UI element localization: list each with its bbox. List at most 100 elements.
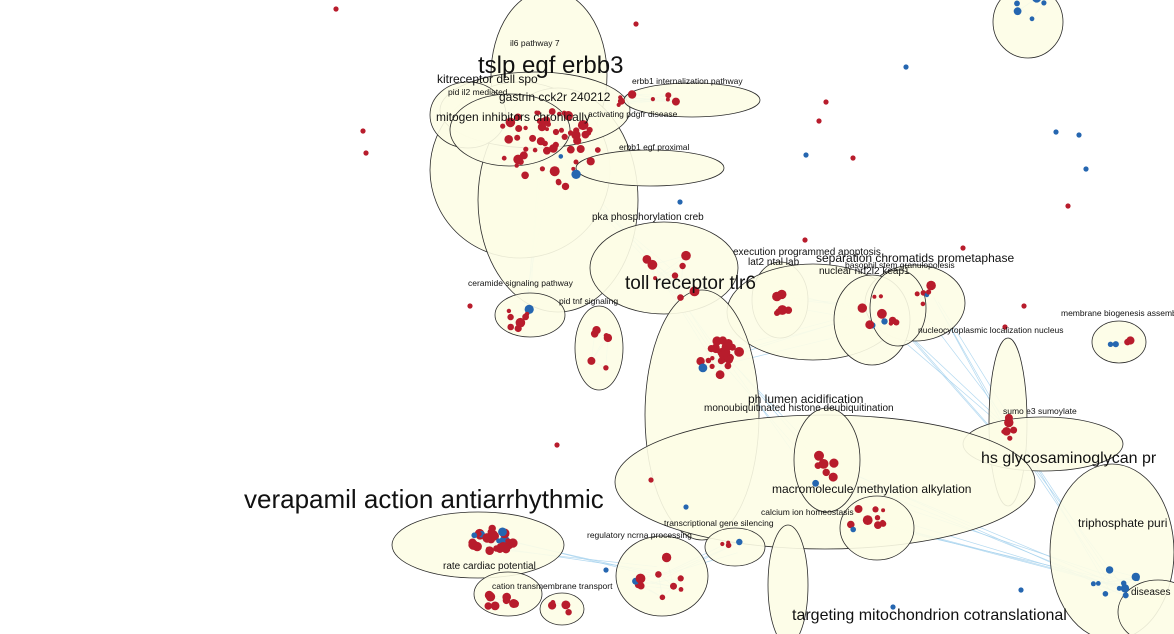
network-node[interactable] [1032,0,1041,3]
network-node[interactable] [506,308,512,314]
network-node[interactable] [850,526,856,533]
network-node[interactable] [857,303,867,313]
network-node[interactable] [659,594,666,601]
network-node[interactable] [1126,336,1135,345]
network-node[interactable] [1134,576,1140,582]
network-node[interactable] [1121,580,1127,586]
network-node[interactable] [514,113,522,121]
network-node[interactable] [648,477,654,483]
network-node[interactable] [689,286,700,297]
network-node[interactable] [1090,581,1096,587]
network-node[interactable] [502,596,511,605]
network-node[interactable] [1007,435,1013,441]
network-node[interactable] [822,468,830,477]
network-node[interactable] [711,344,720,354]
network-node[interactable] [802,237,808,243]
network-node[interactable] [1002,324,1008,330]
network-node[interactable] [534,110,539,115]
network-node[interactable] [1107,341,1114,347]
network-node[interactable] [498,527,507,537]
network-node[interactable] [333,6,339,12]
network-node[interactable] [561,133,568,140]
network-node[interactable] [532,147,538,153]
network-node[interactable] [671,272,679,279]
network-node[interactable] [573,159,579,165]
network-node[interactable] [881,508,886,513]
network-node[interactable] [960,245,966,251]
network-node[interactable] [360,128,366,134]
network-node[interactable] [549,166,560,177]
network-node[interactable] [671,97,680,106]
cluster-cation-small[interactable] [539,592,585,626]
network-node[interactable] [1105,566,1114,574]
network-node[interactable] [548,108,556,115]
network-node[interactable] [1116,585,1122,591]
network-node[interactable] [507,313,514,321]
network-node[interactable] [823,99,829,105]
network-node[interactable] [504,135,513,144]
network-node[interactable] [926,289,932,295]
network-node[interactable] [627,90,637,99]
network-node[interactable] [710,356,715,361]
network-node[interactable] [1010,426,1018,434]
network-node[interactable] [617,97,625,105]
network-node[interactable] [539,166,546,172]
network-node[interactable] [772,291,782,302]
network-node[interactable] [517,158,524,165]
network-node[interactable] [679,262,686,270]
cluster-membrane[interactable] [1091,320,1147,364]
network-node[interactable] [523,125,528,131]
network-node[interactable] [1112,341,1119,348]
network-node[interactable] [720,541,725,547]
network-node[interactable] [603,333,609,339]
network-node[interactable] [1122,592,1129,599]
network-node[interactable] [681,250,691,261]
network-node[interactable] [543,146,551,155]
network-node[interactable] [594,147,601,153]
network-node[interactable] [1014,0,1020,7]
network-node[interactable] [529,134,537,142]
network-node[interactable] [489,530,498,539]
network-node[interactable] [522,313,529,321]
network-node[interactable] [661,552,672,563]
network-node[interactable] [514,163,519,168]
network-node[interactable] [573,136,582,145]
cluster-monoubiq[interactable] [793,407,861,513]
network-node[interactable] [485,592,496,602]
network-node[interactable] [903,64,909,70]
network-node[interactable] [1053,129,1059,135]
cluster-erbb1-egf[interactable] [575,149,725,187]
network-node[interactable] [653,276,658,281]
network-node[interactable] [724,355,734,364]
network-node[interactable] [650,97,656,102]
network-node[interactable] [721,342,731,352]
network-node[interactable] [721,358,726,363]
network-node[interactable] [548,601,557,610]
network-node[interactable] [586,157,595,166]
network-node[interactable] [880,520,887,527]
network-node[interactable] [665,92,672,99]
network-node[interactable] [1021,303,1027,309]
network-node[interactable] [1076,132,1082,138]
network-node[interactable] [881,318,888,325]
network-node[interactable] [545,121,551,127]
network-node[interactable] [1029,16,1035,22]
network-node[interactable] [726,540,731,545]
network-node[interactable] [705,357,712,364]
network-node[interactable] [803,152,809,158]
network-node[interactable] [854,505,863,513]
network-node[interactable] [505,538,511,544]
network-node[interactable] [847,520,855,529]
network-node[interactable] [872,506,879,513]
network-node[interactable] [471,532,478,539]
cluster-pdgfr[interactable] [449,93,571,167]
network-node[interactable] [573,127,580,134]
network-node[interactable] [698,363,708,373]
network-node[interactable] [926,280,936,291]
network-node[interactable] [878,294,884,299]
network-node[interactable] [514,134,521,141]
network-node[interactable] [581,130,590,139]
network-node[interactable] [507,323,514,331]
network-node[interactable] [637,582,645,590]
network-node[interactable] [501,155,507,161]
